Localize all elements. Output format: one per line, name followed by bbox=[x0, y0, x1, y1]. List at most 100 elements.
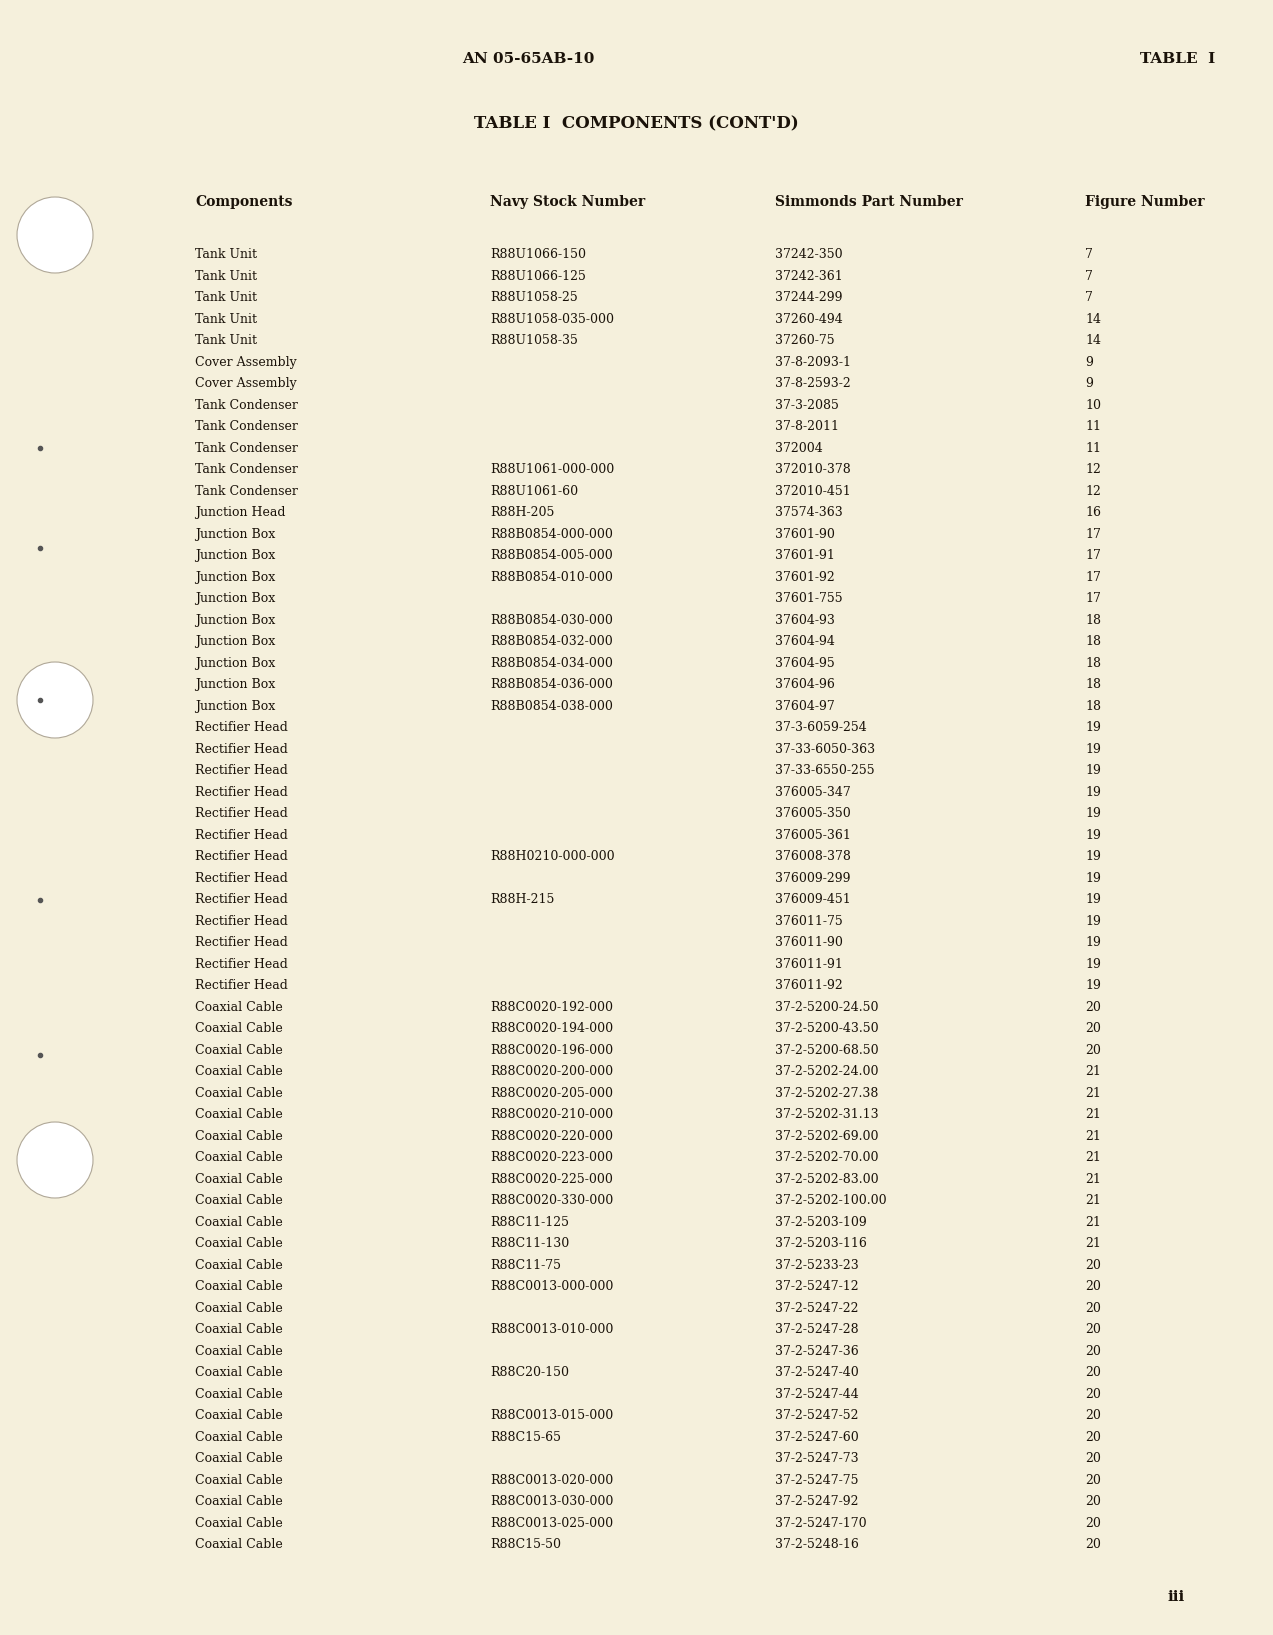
Text: 19: 19 bbox=[1085, 871, 1101, 885]
Text: Tank Unit: Tank Unit bbox=[195, 270, 257, 283]
Text: R88C11-75: R88C11-75 bbox=[490, 1259, 561, 1272]
Text: 20: 20 bbox=[1085, 1388, 1101, 1401]
Text: Coaxial Cable: Coaxial Cable bbox=[195, 1215, 283, 1228]
Text: Tank Unit: Tank Unit bbox=[195, 249, 257, 262]
Text: R88U1058-35: R88U1058-35 bbox=[490, 334, 578, 347]
Text: 20: 20 bbox=[1085, 1259, 1101, 1272]
Text: R88B0854-010-000: R88B0854-010-000 bbox=[490, 571, 612, 584]
Text: 37604-93: 37604-93 bbox=[775, 613, 835, 626]
Text: Coaxial Cable: Coaxial Cable bbox=[195, 1087, 283, 1099]
Text: R88C0013-030-000: R88C0013-030-000 bbox=[490, 1494, 614, 1507]
Text: R88B0854-038-000: R88B0854-038-000 bbox=[490, 700, 612, 713]
Text: 20: 20 bbox=[1085, 1323, 1101, 1336]
Text: 19: 19 bbox=[1085, 742, 1101, 755]
Text: 37-2-5202-31.13: 37-2-5202-31.13 bbox=[775, 1109, 878, 1122]
Text: Coaxial Cable: Coaxial Cable bbox=[195, 1238, 283, 1251]
Text: 11: 11 bbox=[1085, 420, 1101, 433]
Text: 10: 10 bbox=[1085, 399, 1101, 412]
Text: 20: 20 bbox=[1085, 1494, 1101, 1507]
Text: 376005-347: 376005-347 bbox=[775, 785, 850, 798]
Text: R88C11-125: R88C11-125 bbox=[490, 1215, 569, 1228]
Text: 37-2-5202-24.00: 37-2-5202-24.00 bbox=[775, 1064, 878, 1077]
Text: R88U1066-150: R88U1066-150 bbox=[490, 249, 586, 262]
Text: 17: 17 bbox=[1085, 549, 1101, 562]
Text: 7: 7 bbox=[1085, 291, 1094, 304]
Text: 37-33-6550-255: 37-33-6550-255 bbox=[775, 764, 875, 777]
Text: 376005-350: 376005-350 bbox=[775, 808, 850, 821]
Text: 12: 12 bbox=[1085, 463, 1101, 476]
Text: 37-2-5202-69.00: 37-2-5202-69.00 bbox=[775, 1130, 878, 1143]
Text: 37-2-5247-36: 37-2-5247-36 bbox=[775, 1344, 859, 1357]
Text: 20: 20 bbox=[1085, 1022, 1101, 1035]
Text: Rectifier Head: Rectifier Head bbox=[195, 871, 288, 885]
Text: 20: 20 bbox=[1085, 1043, 1101, 1056]
Text: 37-2-5203-109: 37-2-5203-109 bbox=[775, 1215, 867, 1228]
Text: Tank Condenser: Tank Condenser bbox=[195, 441, 298, 455]
Text: 21: 21 bbox=[1085, 1194, 1101, 1207]
Text: 21: 21 bbox=[1085, 1064, 1101, 1077]
Text: R88U1058-035-000: R88U1058-035-000 bbox=[490, 312, 614, 325]
Text: R88C0013-010-000: R88C0013-010-000 bbox=[490, 1323, 614, 1336]
Text: R88C0020-223-000: R88C0020-223-000 bbox=[490, 1151, 614, 1164]
Text: 37574-363: 37574-363 bbox=[775, 505, 843, 518]
Text: 20: 20 bbox=[1085, 1365, 1101, 1378]
Text: 37260-75: 37260-75 bbox=[775, 334, 835, 347]
Text: 21: 21 bbox=[1085, 1215, 1101, 1228]
Text: 17: 17 bbox=[1085, 571, 1101, 584]
Text: 19: 19 bbox=[1085, 935, 1101, 948]
Text: 7: 7 bbox=[1085, 249, 1094, 262]
Text: 17: 17 bbox=[1085, 592, 1101, 605]
Text: R88C0020-220-000: R88C0020-220-000 bbox=[490, 1130, 614, 1143]
Text: 37-8-2011: 37-8-2011 bbox=[775, 420, 839, 433]
Text: 14: 14 bbox=[1085, 312, 1101, 325]
Text: 37-3-6059-254: 37-3-6059-254 bbox=[775, 721, 867, 734]
Text: TABLE  I: TABLE I bbox=[1141, 52, 1216, 65]
Text: 37601-90: 37601-90 bbox=[775, 528, 835, 541]
Text: Rectifier Head: Rectifier Head bbox=[195, 958, 288, 971]
Text: 37-2-5247-92: 37-2-5247-92 bbox=[775, 1494, 858, 1507]
Text: Junction Head: Junction Head bbox=[195, 505, 285, 518]
Text: R88U1066-125: R88U1066-125 bbox=[490, 270, 586, 283]
Text: Coaxial Cable: Coaxial Cable bbox=[195, 1194, 283, 1207]
Text: 37-2-5248-16: 37-2-5248-16 bbox=[775, 1539, 859, 1552]
Text: 376011-75: 376011-75 bbox=[775, 914, 843, 927]
Text: Tank Condenser: Tank Condenser bbox=[195, 484, 298, 497]
Text: 19: 19 bbox=[1085, 829, 1101, 842]
Text: 37-2-5247-44: 37-2-5247-44 bbox=[775, 1388, 859, 1401]
Text: Coaxial Cable: Coaxial Cable bbox=[195, 1280, 283, 1293]
Text: 21: 21 bbox=[1085, 1238, 1101, 1251]
Text: 19: 19 bbox=[1085, 850, 1101, 863]
Text: Coaxial Cable: Coaxial Cable bbox=[195, 1494, 283, 1507]
Text: 37-2-5200-24.50: 37-2-5200-24.50 bbox=[775, 1001, 878, 1014]
Text: 37-2-5202-83.00: 37-2-5202-83.00 bbox=[775, 1172, 878, 1185]
Text: R88C15-50: R88C15-50 bbox=[490, 1539, 561, 1552]
Text: Coaxial Cable: Coaxial Cable bbox=[195, 1151, 283, 1164]
Text: 372010-378: 372010-378 bbox=[775, 463, 850, 476]
Text: Rectifier Head: Rectifier Head bbox=[195, 935, 288, 948]
Text: 20: 20 bbox=[1085, 1431, 1101, 1444]
Text: 37-2-5247-12: 37-2-5247-12 bbox=[775, 1280, 858, 1293]
Text: Figure Number: Figure Number bbox=[1085, 195, 1204, 209]
Text: 376005-361: 376005-361 bbox=[775, 829, 850, 842]
Text: 37-3-2085: 37-3-2085 bbox=[775, 399, 839, 412]
Text: Coaxial Cable: Coaxial Cable bbox=[195, 1001, 283, 1014]
Text: 37-2-5203-116: 37-2-5203-116 bbox=[775, 1238, 867, 1251]
Text: 18: 18 bbox=[1085, 613, 1101, 626]
Text: R88B0854-005-000: R88B0854-005-000 bbox=[490, 549, 612, 562]
Text: 20: 20 bbox=[1085, 1452, 1101, 1465]
Text: 20: 20 bbox=[1085, 1517, 1101, 1529]
Text: 21: 21 bbox=[1085, 1109, 1101, 1122]
Text: 372010-451: 372010-451 bbox=[775, 484, 850, 497]
Text: 37-8-2093-1: 37-8-2093-1 bbox=[775, 355, 850, 368]
Text: 18: 18 bbox=[1085, 700, 1101, 713]
Text: R88B0854-000-000: R88B0854-000-000 bbox=[490, 528, 612, 541]
Text: 16: 16 bbox=[1085, 505, 1101, 518]
Text: 19: 19 bbox=[1085, 721, 1101, 734]
Text: 19: 19 bbox=[1085, 785, 1101, 798]
Text: 19: 19 bbox=[1085, 893, 1101, 906]
Text: 11: 11 bbox=[1085, 441, 1101, 455]
Text: R88B0854-036-000: R88B0854-036-000 bbox=[490, 679, 612, 692]
Text: Coaxial Cable: Coaxial Cable bbox=[195, 1130, 283, 1143]
Text: 37601-91: 37601-91 bbox=[775, 549, 835, 562]
Text: 18: 18 bbox=[1085, 657, 1101, 669]
